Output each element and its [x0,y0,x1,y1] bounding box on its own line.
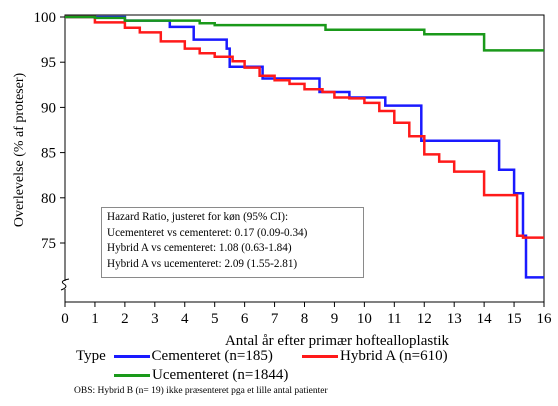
legend-ucementeret: Ucementeret (n=1844) [110,367,288,384]
legend-swatch-hybrid-a [302,355,338,359]
legend-swatch-cementeret [113,355,150,359]
legend-label-hybrid-a: Hybrid A (n=610) [340,348,448,364]
legend-label-cementeret: Cementeret (n=185) [151,348,273,364]
hazard-ratio-box: Hazard Ratio, justeret for køn (95% CI):… [101,207,364,278]
y-tick-label: 95 [41,55,56,71]
hr-hybrid-vs-ucementeret: Hybrid A vs ucementeret: 2.09 (1.55-2.81… [107,257,298,270]
x-tick-label: 7 [271,311,279,327]
legend: Type Cementeret (n=185) [76,348,273,365]
axis-break-marker [60,278,70,291]
series-line-hybrid [65,15,544,239]
hr-hybrid-vs-cementeret: Hybrid A vs cementeret: 1.08 (0.63-1.84) [107,242,292,254]
footnote: OBS: Hybrid B (n= 19) ikke præsenteret p… [74,386,328,396]
x-tick-label: 1 [91,311,99,327]
legend-label-ucementeret: Ucementeret (n=1844) [152,367,289,383]
legend-title: Type [76,348,106,364]
hr-title: Hazard Ratio, justeret for køn (95% CI): [107,211,289,223]
x-tick-label: 10 [357,311,372,327]
x-tick-label: 2 [121,311,129,327]
legend-hybrid: Hybrid A (n=610) [298,348,448,365]
x-tick-label: 16 [537,311,553,327]
y-tick-label: 80 [41,191,56,207]
x-tick-label: 15 [507,311,522,327]
x-tick-label: 12 [417,311,432,327]
legend-swatch-ucementeret [114,374,150,378]
x-tick-label: 13 [447,311,462,327]
x-tick-label: 9 [331,311,339,327]
y-axis-label: Overlevelse (% af proteser) [12,73,27,228]
x-axis-label: Antal år efter primær hoftealloplastik [225,333,450,349]
y-tick-label: 100 [34,10,57,26]
hr-ucementeret-vs-cementeret: Ucementeret vs cementeret: 0.17 (0.09-0.… [107,226,308,239]
x-tick-label: 0 [61,311,69,327]
y-tick-label: 90 [41,100,56,116]
x-tick-label: 14 [477,311,493,327]
x-tick-label: 11 [387,311,401,327]
y-tick-label: 75 [41,236,56,252]
series-line-ucementeret [65,15,544,52]
y-tick-label: 85 [41,146,56,162]
x-tick-label: 6 [241,311,249,327]
x-tick-label: 8 [301,311,309,327]
x-tick-label: 3 [151,311,159,327]
x-tick-label: 4 [181,311,189,327]
x-tick-label: 5 [211,311,219,327]
series-group [65,15,544,279]
